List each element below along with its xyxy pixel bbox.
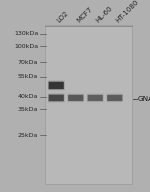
Text: HT-1080: HT-1080: [115, 0, 140, 23]
FancyBboxPatch shape: [88, 95, 103, 101]
Text: 25kDa: 25kDa: [18, 133, 38, 138]
Text: 35kDa: 35kDa: [18, 107, 38, 112]
Bar: [45, 25, 132, 184]
Text: 55kDa: 55kDa: [18, 74, 38, 79]
FancyBboxPatch shape: [68, 95, 83, 101]
FancyBboxPatch shape: [68, 94, 84, 102]
Text: LO2: LO2: [56, 10, 70, 23]
FancyBboxPatch shape: [48, 94, 65, 102]
FancyBboxPatch shape: [106, 94, 123, 102]
Text: HL-60: HL-60: [95, 5, 114, 23]
FancyBboxPatch shape: [49, 95, 64, 101]
Text: 100kDa: 100kDa: [14, 44, 38, 49]
Text: MCF7: MCF7: [76, 6, 94, 23]
FancyBboxPatch shape: [107, 95, 122, 101]
FancyBboxPatch shape: [49, 82, 64, 89]
FancyBboxPatch shape: [87, 94, 104, 102]
FancyBboxPatch shape: [48, 81, 65, 90]
Text: 40kDa: 40kDa: [18, 94, 38, 99]
Text: GNAI3: GNAI3: [137, 96, 150, 102]
Text: 70kDa: 70kDa: [18, 60, 38, 65]
Text: 130kDa: 130kDa: [14, 31, 38, 36]
